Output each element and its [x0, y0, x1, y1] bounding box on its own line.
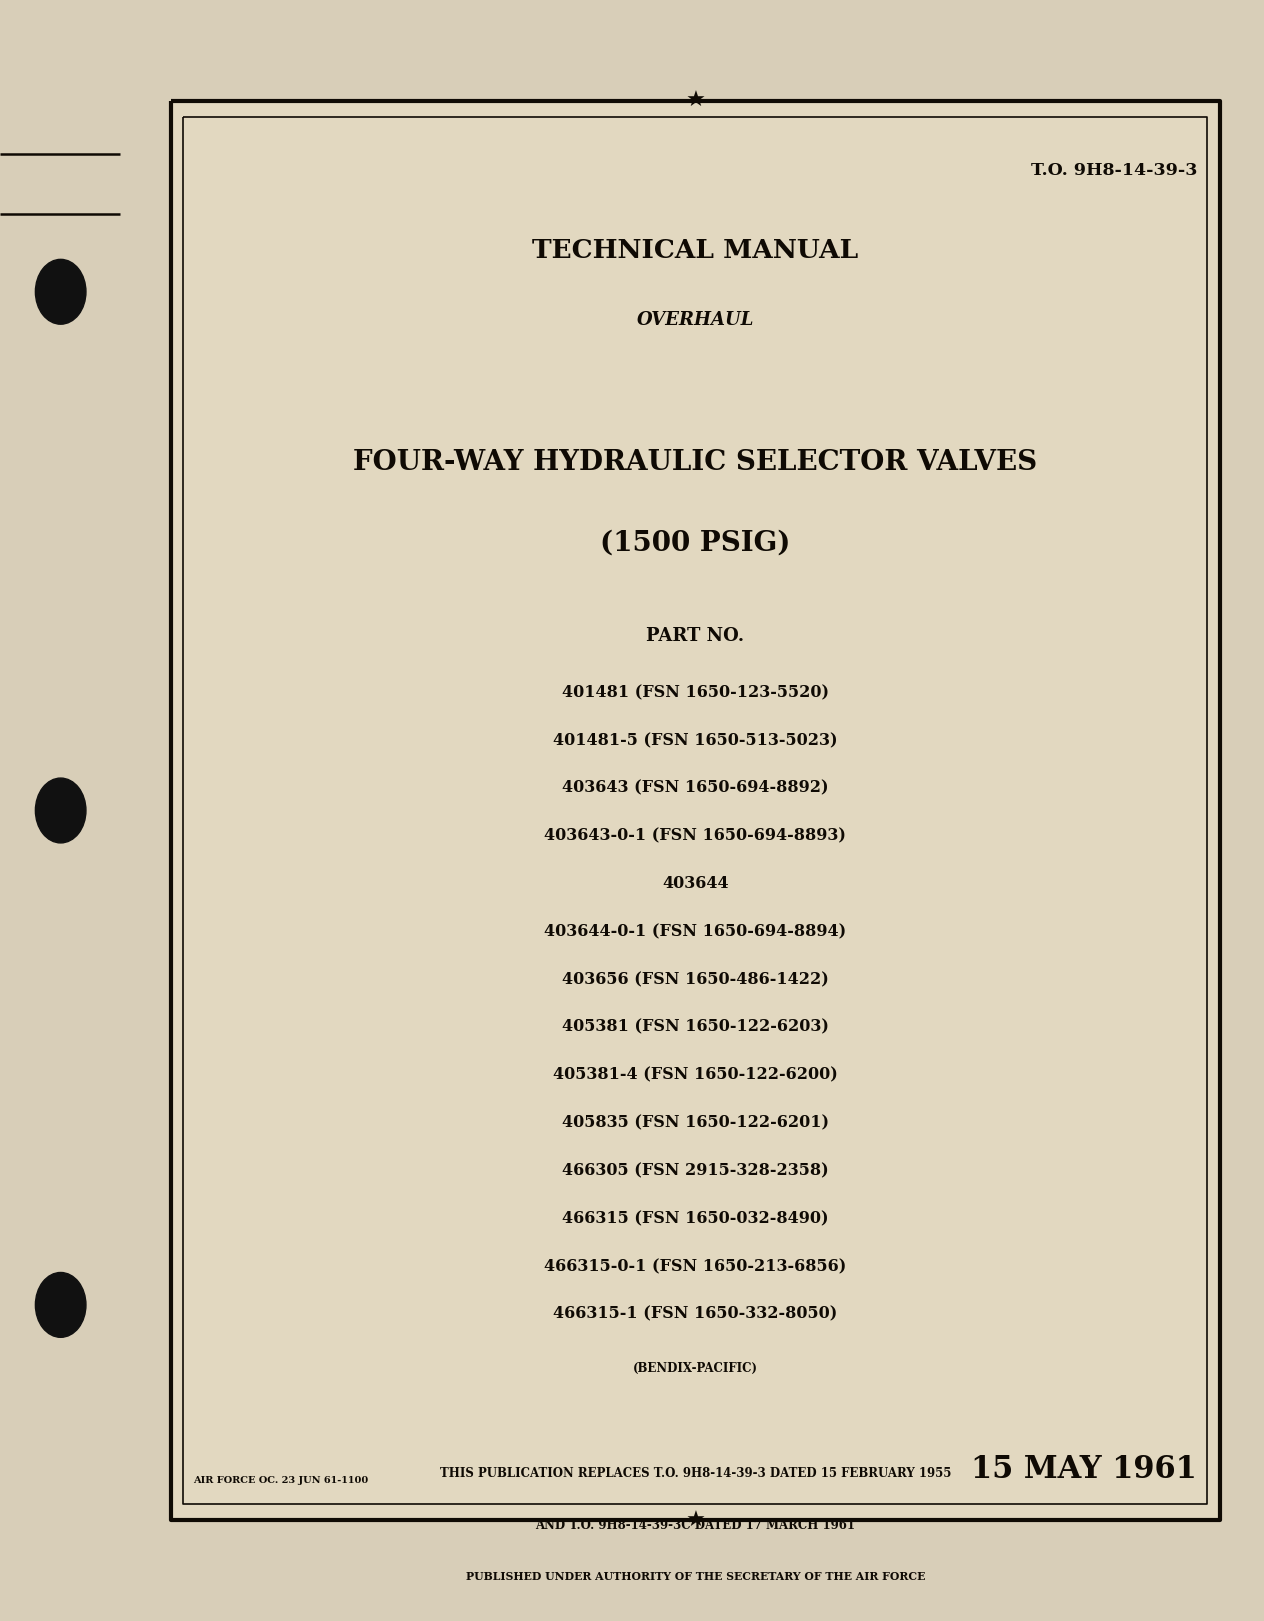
Text: 466315-0-1 (FSN 1650-213-6856): 466315-0-1 (FSN 1650-213-6856) — [544, 1258, 847, 1274]
Text: AND T.O. 9H8-14-39-3C DATED 17 MARCH 1961: AND T.O. 9H8-14-39-3C DATED 17 MARCH 196… — [535, 1519, 856, 1532]
Text: 403644: 403644 — [662, 875, 728, 892]
Text: 405381 (FSN 1650-122-6203): 405381 (FSN 1650-122-6203) — [561, 1020, 829, 1036]
Text: THIS PUBLICATION REPLACES T.O. 9H8-14-39-3 DATED 15 FEBRUARY 1955: THIS PUBLICATION REPLACES T.O. 9H8-14-39… — [440, 1467, 951, 1480]
Text: AIR FORCE OC. 23 JUN 61-1100: AIR FORCE OC. 23 JUN 61-1100 — [193, 1475, 369, 1485]
Bar — [171, 101, 1220, 1520]
Text: OVERHAUL: OVERHAUL — [637, 311, 753, 329]
Text: PART NO.: PART NO. — [646, 627, 744, 645]
Text: 405381-4 (FSN 1650-122-6200): 405381-4 (FSN 1650-122-6200) — [552, 1067, 838, 1083]
Text: 405835 (FSN 1650-122-6201): 405835 (FSN 1650-122-6201) — [561, 1115, 829, 1131]
Circle shape — [35, 259, 86, 324]
Text: PUBLISHED UNDER AUTHORITY OF THE SECRETARY OF THE AIR FORCE: PUBLISHED UNDER AUTHORITY OF THE SECRETA… — [465, 1571, 925, 1582]
Text: ★: ★ — [685, 1511, 705, 1530]
Text: 15 MAY 1961: 15 MAY 1961 — [971, 1454, 1197, 1485]
Text: (1500 PSIG): (1500 PSIG) — [600, 530, 790, 558]
Text: 401481 (FSN 1650-123-5520): 401481 (FSN 1650-123-5520) — [561, 684, 829, 700]
Text: 403656 (FSN 1650-486-1422): 403656 (FSN 1650-486-1422) — [561, 971, 829, 987]
Text: 466305 (FSN 2915-328-2358): 466305 (FSN 2915-328-2358) — [562, 1162, 828, 1178]
Text: T.O. 9H8-14-39-3: T.O. 9H8-14-39-3 — [1030, 162, 1197, 178]
Text: FOUR-WAY HYDRAULIC SELECTOR VALVES: FOUR-WAY HYDRAULIC SELECTOR VALVES — [353, 449, 1038, 477]
Text: 466315 (FSN 1650-032-8490): 466315 (FSN 1650-032-8490) — [562, 1209, 828, 1227]
Text: TECHNICAL MANUAL: TECHNICAL MANUAL — [532, 238, 858, 263]
Text: 403643 (FSN 1650-694-8892): 403643 (FSN 1650-694-8892) — [562, 780, 828, 796]
Circle shape — [35, 778, 86, 843]
Text: 403644-0-1 (FSN 1650-694-8894): 403644-0-1 (FSN 1650-694-8894) — [544, 922, 847, 940]
Text: 401481-5 (FSN 1650-513-5023): 401481-5 (FSN 1650-513-5023) — [552, 733, 838, 749]
Text: ★: ★ — [685, 91, 705, 110]
Text: (BENDIX-PACIFIC): (BENDIX-PACIFIC) — [633, 1362, 757, 1375]
Text: 403643-0-1 (FSN 1650-694-8893): 403643-0-1 (FSN 1650-694-8893) — [545, 828, 846, 845]
Circle shape — [35, 1272, 86, 1337]
Text: 466315-1 (FSN 1650-332-8050): 466315-1 (FSN 1650-332-8050) — [554, 1307, 837, 1323]
